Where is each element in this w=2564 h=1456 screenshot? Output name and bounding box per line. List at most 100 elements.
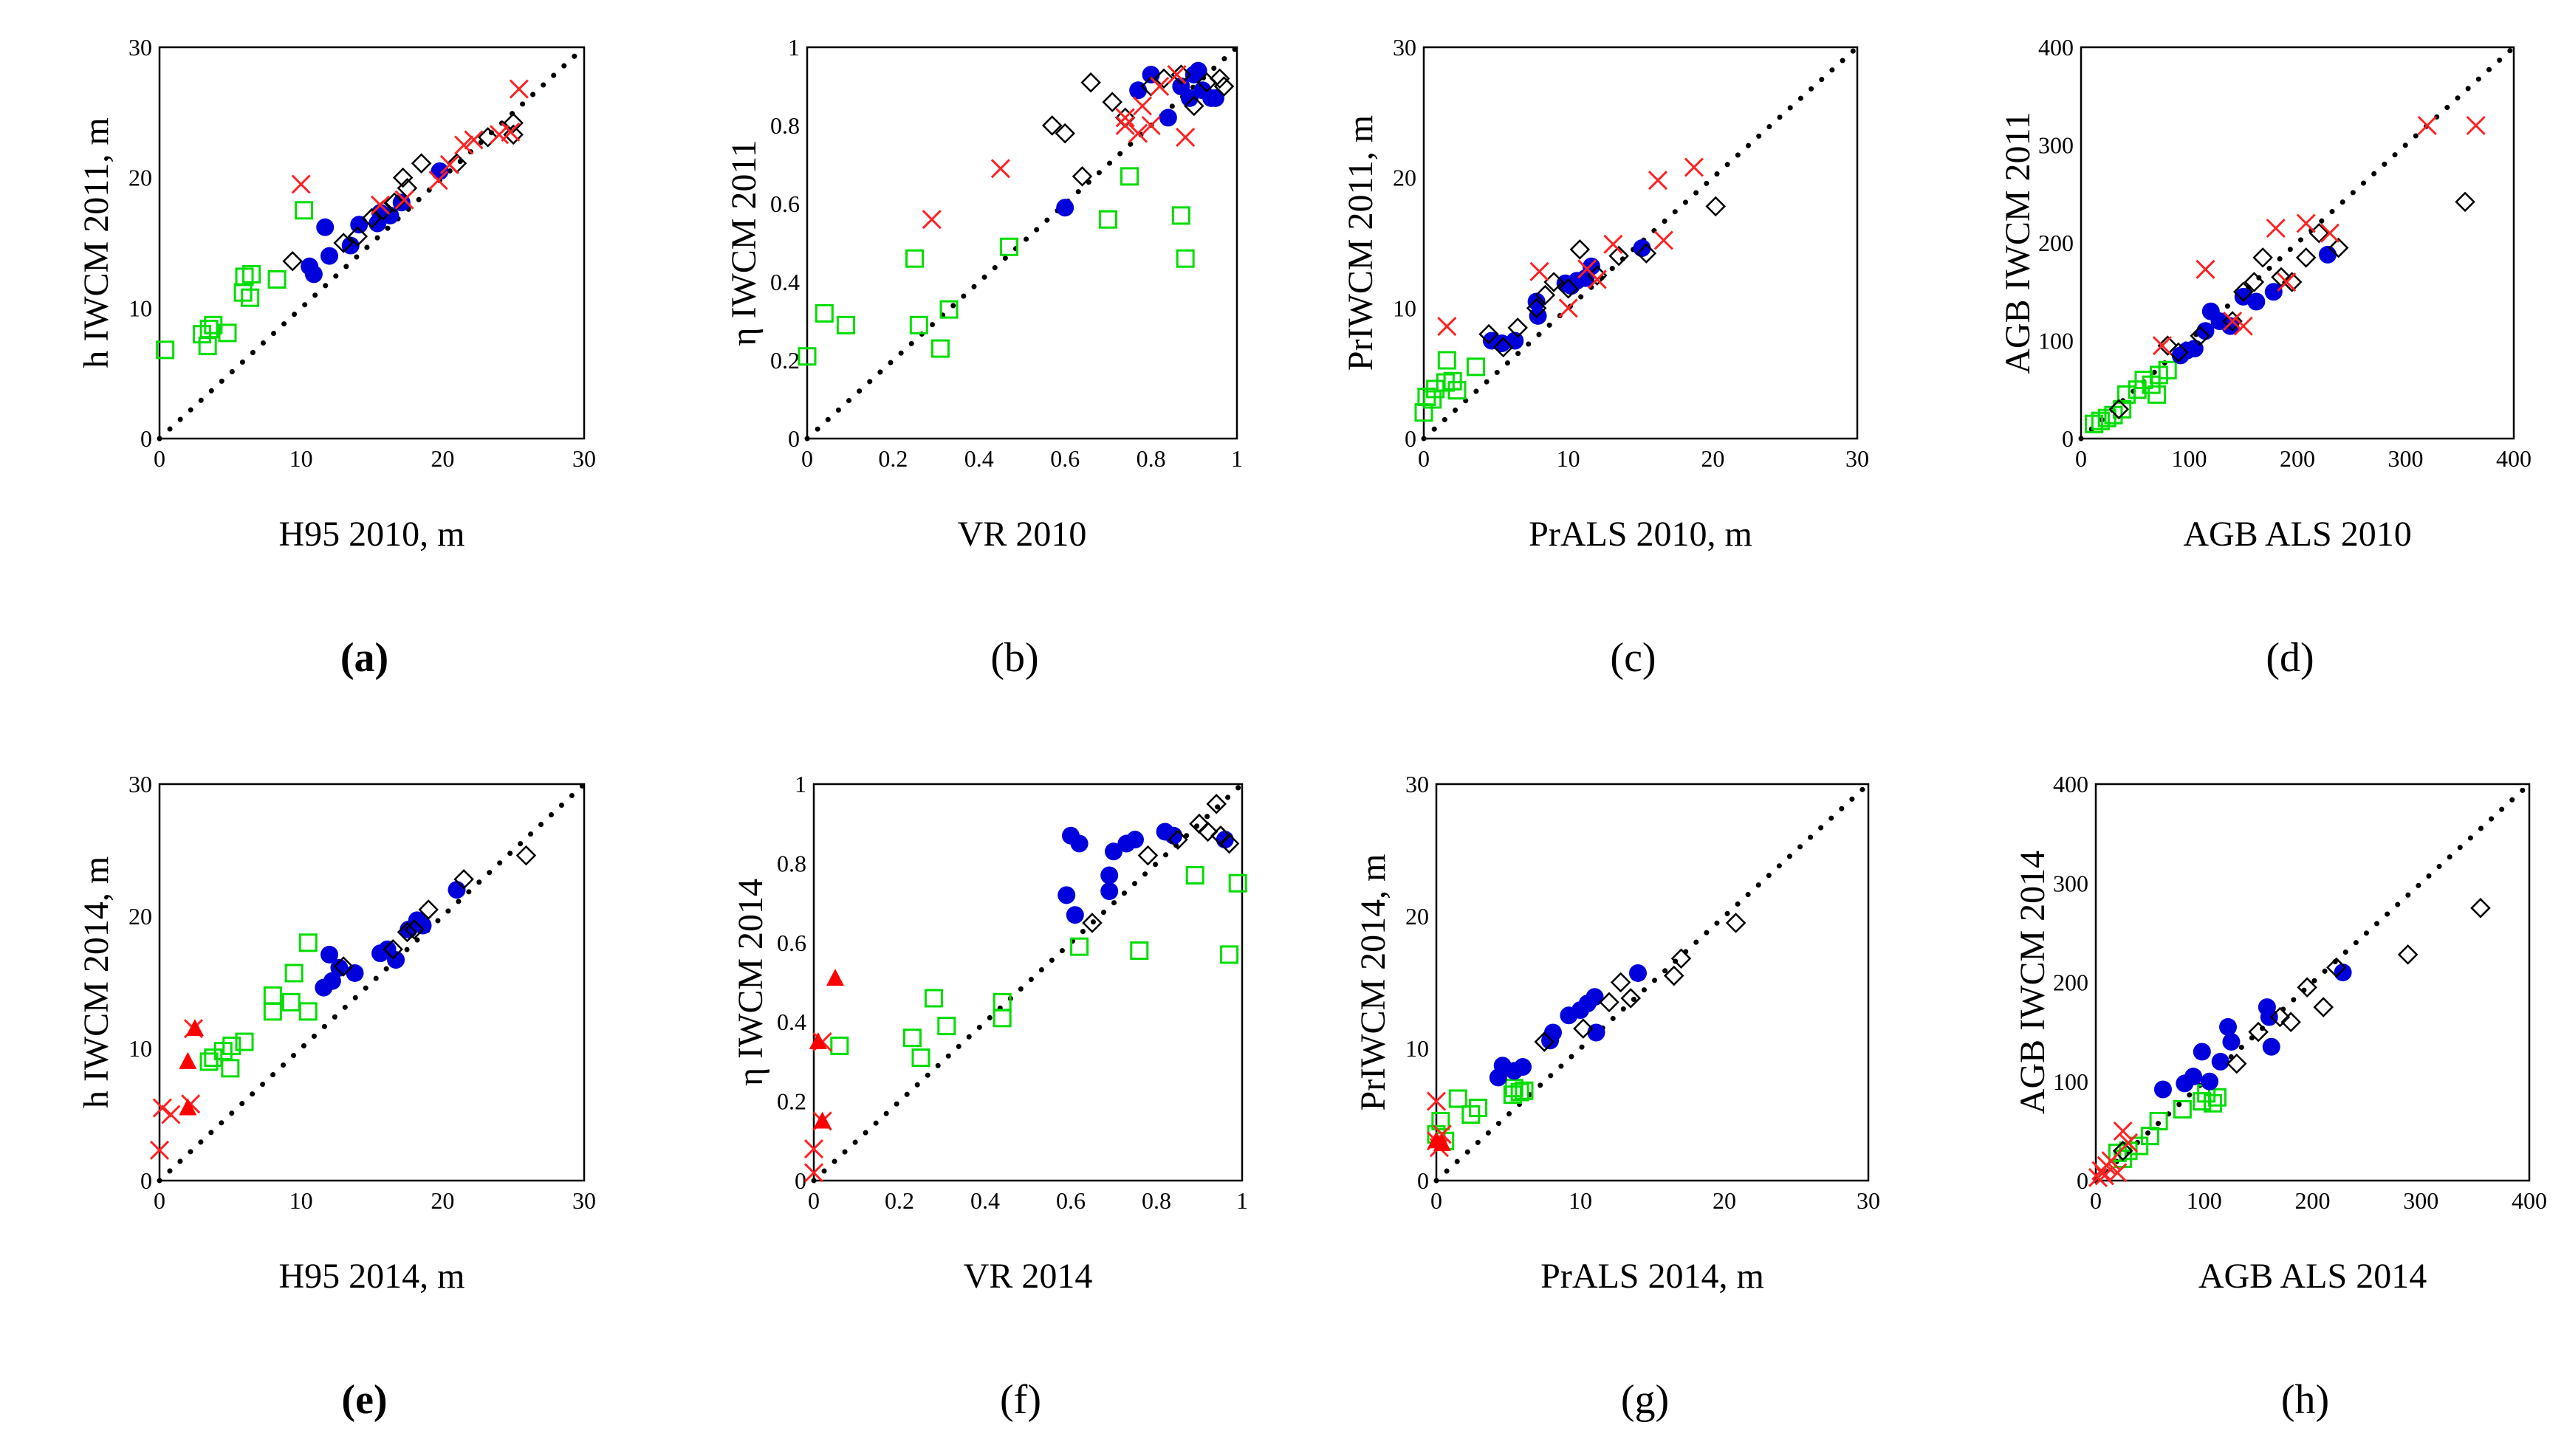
data-point-blue-dot xyxy=(2247,292,2266,311)
data-point-red-x xyxy=(2195,259,2215,279)
data-point-black-diamond xyxy=(2397,944,2419,965)
data-point-blue-dot xyxy=(1543,1023,1562,1042)
panel-e: 0 10 20 30 0 10 20 30 H95 2014, m h IWCM 2014, m (… xyxy=(77,771,596,1423)
data-point-black-diamond xyxy=(503,124,524,145)
data-point-green-square xyxy=(2149,1111,2168,1130)
data-point-red-x xyxy=(1176,127,1196,147)
data-point-green-square xyxy=(939,300,959,319)
series-blue-dot xyxy=(1056,61,1224,217)
y-tick-label: 1 xyxy=(795,771,806,797)
series-red-x xyxy=(922,65,1196,230)
x-tick-label: 1 xyxy=(1236,1187,1248,1214)
data-point-black-diamond xyxy=(1168,829,1188,850)
x-axis-label: H95 2014, m xyxy=(279,1257,465,1296)
y-tick-label: 0.6 xyxy=(777,930,806,956)
data-point-blue-dot xyxy=(414,916,432,935)
data-point-red-triangle xyxy=(813,1111,832,1129)
data-point-green-square xyxy=(1437,351,1456,370)
data-point-green-square xyxy=(993,1009,1012,1028)
data-point-black-diamond xyxy=(1478,323,1499,345)
y-axis-label: η IWCM 2014 xyxy=(731,879,770,1086)
x-tick-label: 30 xyxy=(1857,1187,1880,1214)
panel-g: 0 10 20 30 0 10 20 30 PrALS 2014, m PrIWCM 2014, … xyxy=(1354,771,1880,1423)
data-point-green-square xyxy=(199,320,219,339)
data-point-black-diamond xyxy=(2280,1012,2301,1032)
data-point-black-diamond xyxy=(347,226,369,247)
y-tick-label: 20 xyxy=(128,903,152,930)
data-point-blue-dot xyxy=(304,265,323,284)
data-point-red-x xyxy=(1648,171,1668,190)
data-point-black-diamond xyxy=(515,845,537,866)
data-point-green-square xyxy=(1120,167,1139,186)
data-point-red-x xyxy=(454,135,474,155)
x-tick-label: 0.4 xyxy=(970,1187,1000,1214)
x-axis-label: PrALS 2014, m xyxy=(1540,1257,1764,1296)
y-tick-label: 0 xyxy=(1417,1167,1429,1194)
data-point-black-diamond xyxy=(2190,326,2210,346)
series-green-square xyxy=(1414,351,1485,422)
x-tick-label: 0.8 xyxy=(1137,445,1166,472)
data-point-red-triangle xyxy=(179,1098,197,1116)
y-tick-label: 300 xyxy=(2038,132,2074,159)
data-point-red-x xyxy=(2088,1167,2108,1188)
data-point-black-diamond xyxy=(1041,115,1063,136)
data-point-blue-dot xyxy=(1527,292,1546,311)
y-tick-label: 0 xyxy=(140,1167,152,1194)
x-tick-label: 100 xyxy=(2187,1187,2222,1214)
data-point-blue-dot xyxy=(330,958,349,977)
data-point-green-square xyxy=(263,986,282,1005)
data-point-green-square xyxy=(1228,873,1247,893)
data-point-red-x xyxy=(1684,157,1704,177)
data-point-green-square xyxy=(1171,206,1190,225)
y-tick-label: 200 xyxy=(2053,969,2088,996)
data-point-green-square xyxy=(815,303,834,323)
data-point-red-x xyxy=(2466,115,2486,136)
series-red-x xyxy=(803,1031,832,1183)
plot-frame xyxy=(806,46,1238,440)
data-point-green-square xyxy=(267,269,287,289)
x-tick-label: 400 xyxy=(2512,1187,2547,1214)
data-point-black-diamond xyxy=(411,153,432,174)
data-point-black-diamond xyxy=(2248,1021,2269,1043)
y-tick-label: 10 xyxy=(1405,1035,1429,1062)
data-point-black-diamond xyxy=(1154,68,1174,89)
data-point-red-x xyxy=(2266,219,2286,238)
data-point-green-square xyxy=(924,989,943,1008)
data-point-green-square xyxy=(298,1002,318,1021)
series-green-square xyxy=(2108,1084,2227,1168)
x-tick-label: 0.2 xyxy=(885,1187,914,1214)
data-point-green-square xyxy=(1176,249,1195,268)
data-point-black-diamond xyxy=(1670,948,1692,969)
series-red-triangle xyxy=(179,1019,204,1116)
one-to-one-line xyxy=(1421,44,1860,442)
x-tick-label: 10 xyxy=(289,1187,313,1214)
data-point-green-square xyxy=(2091,411,2110,430)
x-tick-label: 0.6 xyxy=(1050,445,1080,472)
data-point-black-diamond xyxy=(2269,1006,2291,1028)
series-black-diamond xyxy=(282,112,524,272)
data-point-red-x xyxy=(1132,96,1153,116)
y-axis-label: h IWCM 2011, m xyxy=(77,117,116,368)
data-point-red-x xyxy=(2108,1163,2128,1183)
data-point-red-x xyxy=(1437,317,1457,337)
data-point-green-square xyxy=(1448,1089,1467,1108)
data-point-green-square xyxy=(1431,1111,1450,1130)
data-point-red-x xyxy=(428,171,448,190)
data-point-blue-dot xyxy=(323,972,341,990)
series-red-x xyxy=(291,79,529,215)
data-point-green-square xyxy=(199,1052,219,1071)
data-point-black-diamond xyxy=(1082,913,1103,933)
data-point-green-square xyxy=(295,201,313,220)
data-point-blue-dot xyxy=(2221,317,2240,335)
y-tick-label: 0 xyxy=(795,1167,806,1194)
data-point-black-diamond xyxy=(1213,76,1235,97)
data-point-green-square xyxy=(242,264,261,284)
data-point-blue-dot xyxy=(2262,1037,2280,1056)
x-tick-label: 100 xyxy=(2172,445,2207,472)
x-tick-label: 20 xyxy=(1701,445,1724,472)
plot-frame xyxy=(2080,46,2515,440)
data-point-green-square xyxy=(836,315,855,334)
data-point-black-diamond xyxy=(2308,222,2330,244)
data-point-blue-dot xyxy=(346,964,364,982)
data-point-blue-dot xyxy=(1056,199,1074,217)
